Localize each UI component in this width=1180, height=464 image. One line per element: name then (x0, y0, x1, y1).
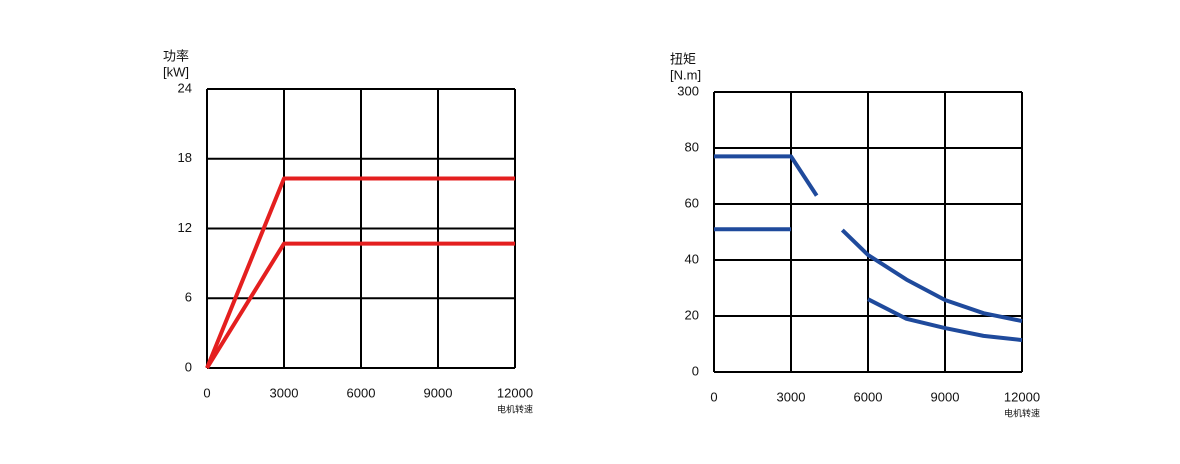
y-axis-unit: [N.m] (670, 67, 701, 82)
line (714, 154, 1023, 323)
x-tick-label: 12000 (1004, 389, 1040, 404)
x-tick-label: 3000 (777, 389, 806, 404)
x-tick-label: 6000 (854, 389, 883, 404)
y-tick-label: 60 (685, 195, 699, 210)
x-axis-label: 电机转速 (497, 403, 533, 414)
y-tick-label: 18 (178, 150, 192, 165)
x-axis-label: 电机转速 (1004, 407, 1040, 418)
y-tick-label: 24 (178, 80, 192, 95)
y-axis-label: 扭矩 (670, 51, 696, 66)
x-tick-label: 0 (203, 385, 210, 400)
y-tick-label: 0 (692, 363, 699, 378)
x-tick-label: 3000 (270, 385, 299, 400)
x-tick-label: 6000 (347, 385, 376, 400)
y-tick-label: 6 (185, 290, 192, 305)
y-tick-label: 80 (685, 139, 699, 154)
y-tick-label: 300 (677, 83, 699, 98)
x-tick-label: 9000 (424, 385, 453, 400)
chart: 0 6 12 18 24 0 3000 6000 9000 12000 功率[kW] 电机转速 (163, 48, 533, 414)
y-tick-label: 0 (185, 359, 192, 374)
line (205, 176, 515, 369)
y-axis-unit: [kW] (163, 64, 189, 79)
x-tick-label: 9000 (931, 389, 960, 404)
line (205, 241, 515, 370)
line (714, 227, 1023, 343)
x-tick-label: 12000 (497, 385, 533, 400)
x-tick-label: 0 (710, 389, 717, 404)
y-tick-label: 20 (685, 307, 699, 322)
y-tick-label: 12 (178, 220, 192, 235)
y-tick-label: 40 (685, 251, 699, 266)
y-axis-label: 功率 (163, 48, 189, 63)
